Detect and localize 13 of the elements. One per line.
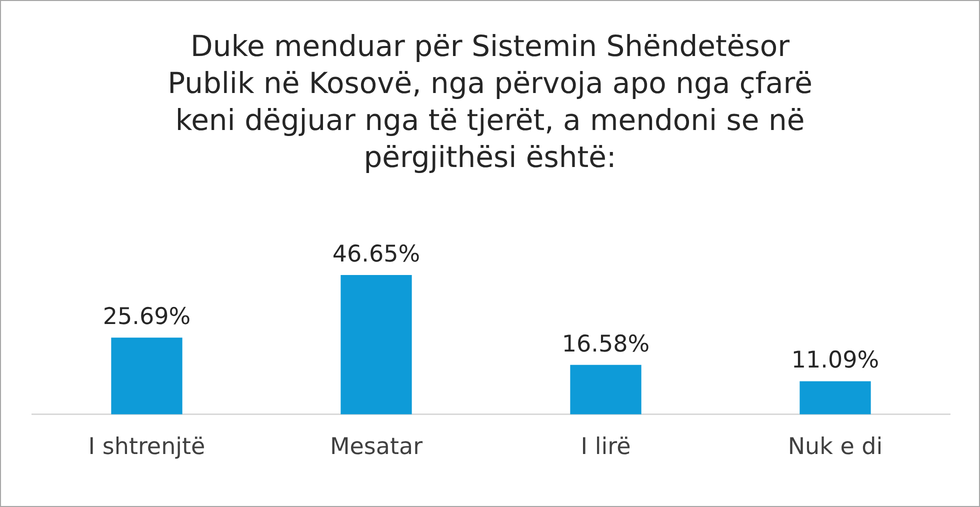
bar: [340, 275, 412, 414]
x-tick-label: Nuk e di: [788, 434, 883, 460]
x-tick-label: Mesatar: [330, 434, 424, 460]
x-tick-label: I shtrenjtë: [88, 434, 206, 460]
data-label: 11.09%: [791, 348, 880, 374]
bar: [800, 381, 871, 414]
chart-title: Duke menduar për Sistemin Shëndetësor Publik në Kosovë, nga përvoja apo nga çfarë keni dëgjuar nga të tjerët, a mendoni se në përgjithësi është:: [166, 28, 814, 176]
data-label: 25.69%: [102, 304, 191, 330]
x-tick-label: I lirë: [580, 434, 631, 460]
bar: [570, 364, 642, 414]
data-label: 16.58%: [562, 331, 650, 358]
bar: [111, 338, 182, 414]
data-label: 46.65%: [332, 241, 420, 268]
